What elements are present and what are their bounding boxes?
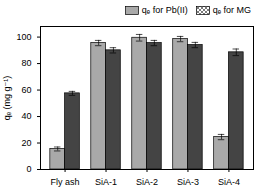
svg-text:Fly ash: Fly ash [51, 177, 80, 187]
svg-text:SiA-3: SiA-3 [177, 177, 199, 187]
svg-text:0: 0 [26, 164, 31, 174]
svg-text:SiA-1: SiA-1 [95, 177, 117, 187]
html-text:qₑ for Pb(II): qₑ for Pb(II) [141, 5, 188, 15]
svg-text:80: 80 [21, 58, 31, 68]
svg-text:60: 60 [21, 85, 31, 95]
svg-text:40: 40 [21, 111, 31, 121]
svg-text:SiA-4: SiA-4 [218, 177, 240, 187]
svg-text:20: 20 [21, 138, 31, 148]
html-text:qₑ for MG: qₑ for MG [212, 5, 251, 15]
svg-text:qₑ (mg g⁻¹): qₑ (mg g⁻¹) [2, 76, 12, 121]
svg-text:SiA-2: SiA-2 [136, 177, 158, 187]
svg-text:100: 100 [16, 32, 31, 42]
